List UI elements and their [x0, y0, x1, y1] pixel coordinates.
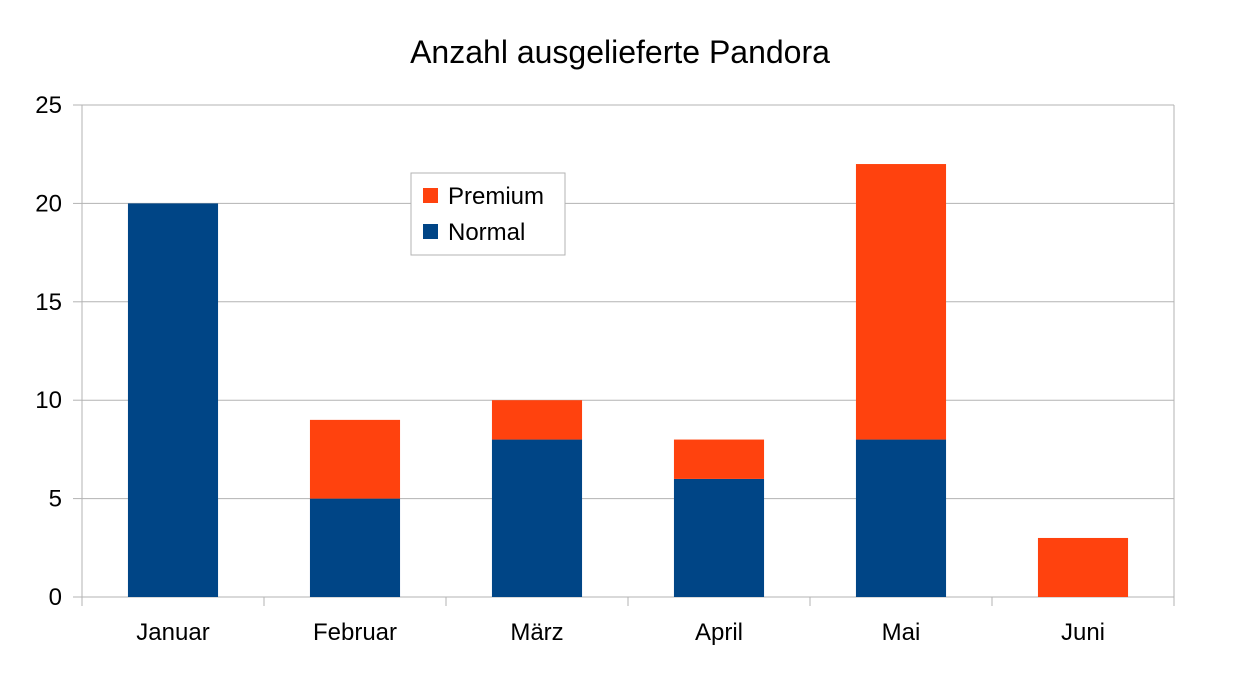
y-tick-label: 10 [35, 387, 62, 414]
legend-label-normal: Normal [448, 219, 525, 246]
bar-normal-5 [855, 439, 947, 597]
legend-box [410, 172, 566, 256]
x-tick-label: April [695, 619, 743, 646]
x-tick-label: Juni [1061, 619, 1105, 646]
bar-normal-2 [309, 498, 401, 597]
axes [73, 104, 1175, 606]
legend-swatch-premium [423, 188, 438, 203]
legend-swatch-normal [423, 224, 438, 239]
y-tick-labels: 0 5 10 15 20 25 [35, 92, 62, 611]
x-tick-label: Februar [313, 619, 397, 646]
y-tick-label: 15 [35, 289, 62, 316]
chart-title: Anzahl ausgelieferte Pandora [410, 34, 830, 70]
x-tick-label: März [510, 619, 563, 646]
x-tick-label: Januar [136, 619, 209, 646]
bar-normal-1 [127, 203, 219, 597]
y-tick-label: 25 [35, 92, 62, 119]
y-tick-label: 0 [49, 584, 62, 611]
y-tick-label: 20 [35, 190, 62, 217]
legend: Premium Normal [410, 172, 566, 256]
bars [127, 164, 1129, 597]
grid-lines [82, 104, 1174, 500]
bar-premium-3 [491, 400, 583, 440]
bar-premium-6 [1037, 537, 1129, 597]
bar-normal-4 [673, 478, 765, 597]
bar-premium-2 [309, 419, 401, 499]
bar-normal-3 [491, 439, 583, 597]
x-tick-labels: Januar Februar März April Mai Juni [136, 619, 1105, 646]
legend-label-premium: Premium [448, 183, 544, 210]
x-tick-label: Mai [882, 619, 921, 646]
bar-premium-4 [673, 439, 765, 479]
bar-premium-5 [855, 164, 947, 440]
y-tick-label: 5 [49, 486, 62, 513]
